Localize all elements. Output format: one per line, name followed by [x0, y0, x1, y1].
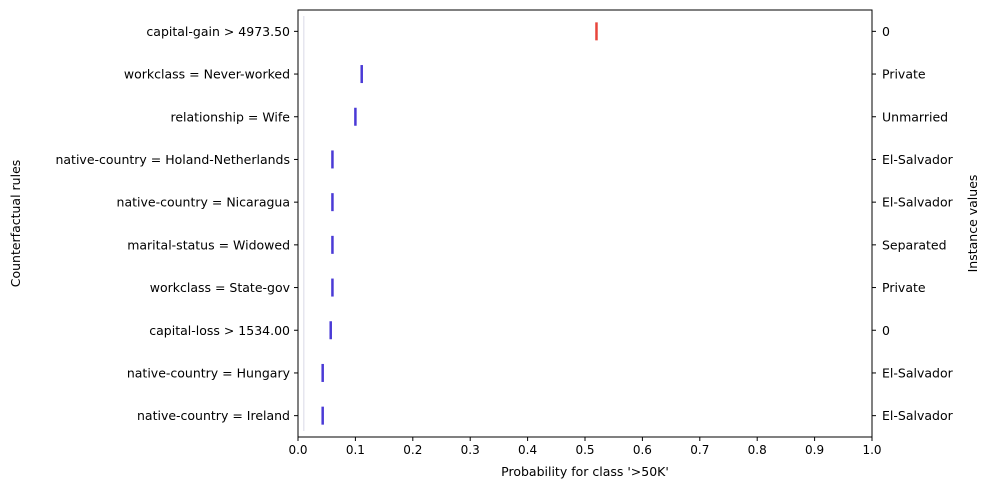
x-axis: 0.0 0.1 0.2 0.3 0.4 0.5 0.6 0.7 0.8 0.9 1.0: [288, 437, 882, 457]
probability-mark: [595, 22, 598, 41]
x-tick-label: 0.5: [575, 443, 594, 457]
y-axis-label-left: Counterfactual rules: [8, 160, 23, 288]
x-tick-label: 0.8: [748, 443, 767, 457]
instance-value-label: El-Salvador: [882, 365, 954, 380]
rule-label: capital-gain > 4973.50: [146, 24, 290, 39]
rule-label: native-country = Hungary: [127, 365, 291, 380]
probability-mark: [329, 321, 332, 340]
probability-mark: [321, 406, 324, 425]
probability-mark: [331, 193, 334, 212]
x-tick-label: 0.9: [805, 443, 824, 457]
instance-value-label: El-Salvador: [882, 408, 954, 423]
instance-value-label: Private: [882, 67, 926, 82]
instance-value-label: 0: [882, 323, 890, 338]
x-tick-label: 0.6: [633, 443, 652, 457]
y-axis-right: 0 Private Unmarried El-Salvador El-Salvador S…: [872, 24, 954, 423]
x-tick-label: 0.4: [518, 443, 537, 457]
probability-mark: [331, 150, 334, 169]
rule-label: marital-status = Widowed: [127, 237, 290, 252]
instance-value-label: Unmarried: [882, 109, 948, 124]
probability-mark: [321, 363, 324, 382]
probability-mark: [354, 107, 357, 126]
plot-marks: [302, 16, 598, 431]
probability-mark: [331, 235, 334, 254]
rule-label: capital-loss > 1534.00: [149, 323, 290, 338]
rule-label: native-country = Nicaragua: [117, 195, 290, 210]
y-axis-label-right: Instance values: [965, 175, 980, 273]
x-tick-label: 0.3: [461, 443, 480, 457]
x-tick-label: 0.7: [690, 443, 709, 457]
instance-value-label: 0: [882, 24, 890, 39]
instance-value-label: Separated: [882, 237, 947, 252]
x-axis-label: Probability for class '>50K': [501, 464, 669, 479]
x-tick-label: 1.0: [862, 443, 881, 457]
instance-value-label: Private: [882, 280, 926, 295]
x-tick-label: 0.1: [346, 443, 365, 457]
rule-label: workclass = State-gov: [150, 280, 291, 295]
x-tick-label: 0.2: [403, 443, 422, 457]
rule-label: relationship = Wife: [170, 109, 290, 124]
rule-label: native-country = Ireland: [137, 408, 290, 423]
instance-value-label: El-Salvador: [882, 195, 954, 210]
x-tick-label: 0.0: [288, 443, 307, 457]
instance-value-label: El-Salvador: [882, 152, 954, 167]
probability-mark: [360, 65, 363, 84]
rule-label: workclass = Never-worked: [124, 67, 290, 82]
probability-mark: [331, 278, 334, 297]
y-axis-left: capital-gain > 4973.50 workclass = Never-…: [55, 24, 298, 423]
rule-label: native-country = Holand-Netherlands: [55, 152, 290, 167]
